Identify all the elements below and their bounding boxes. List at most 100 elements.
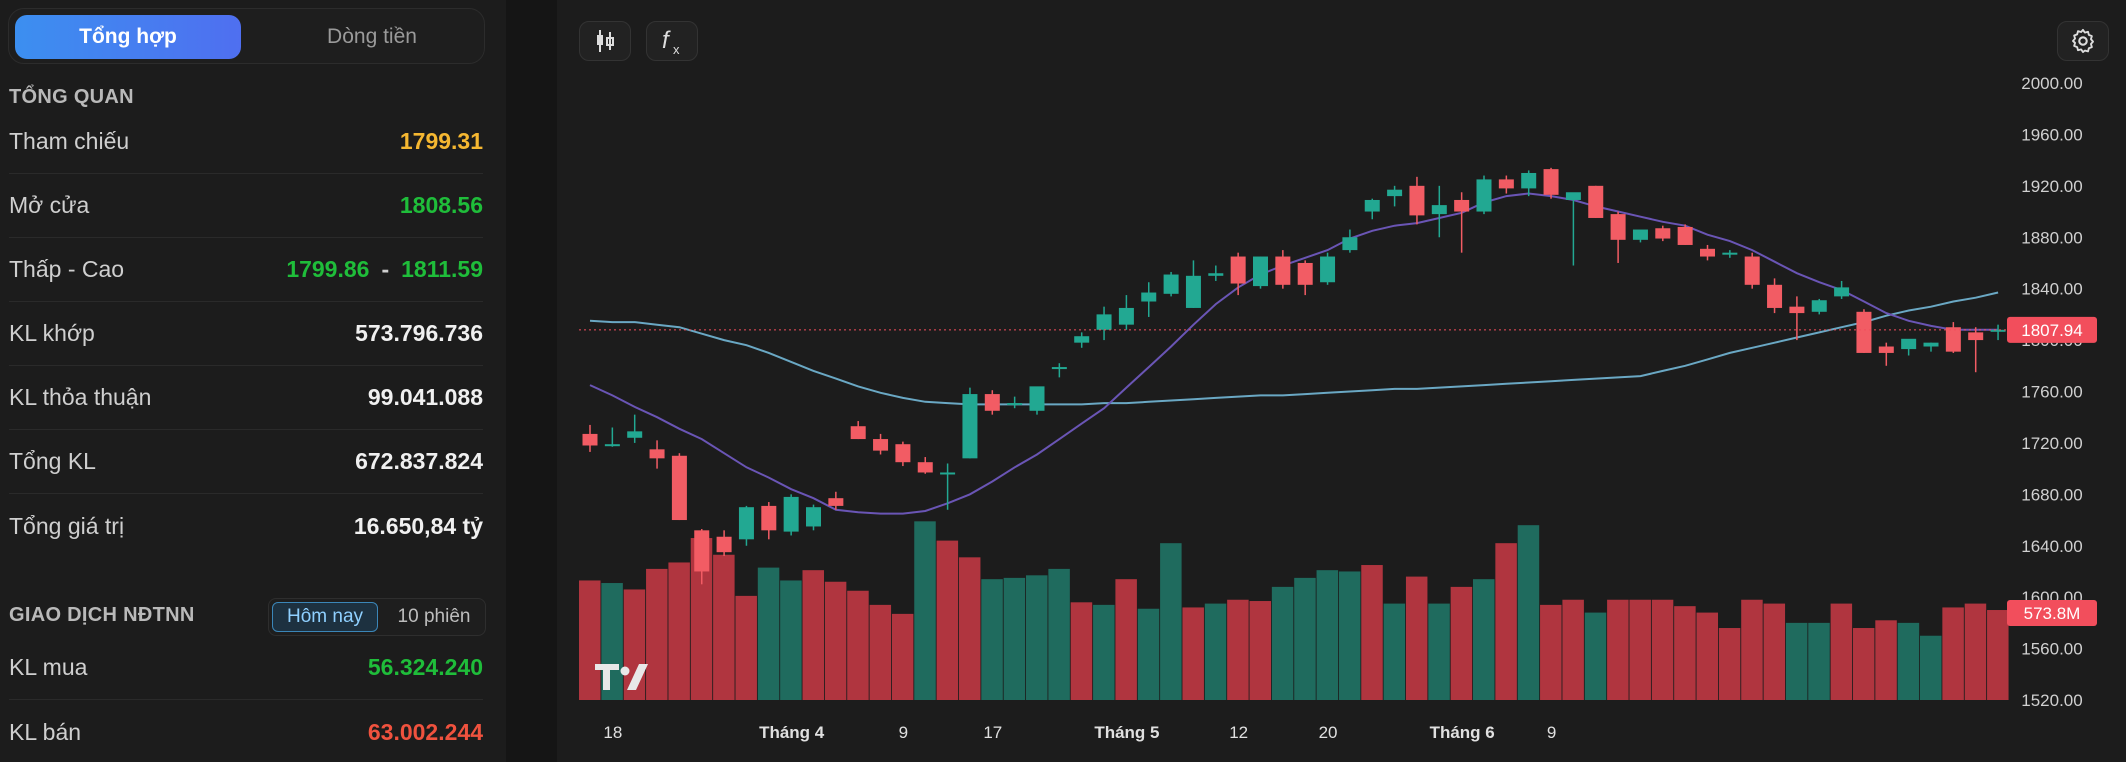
volume-bar [780, 580, 802, 700]
candle-body [1253, 256, 1268, 287]
candle [1588, 185, 1604, 218]
volume-bar [1338, 571, 1361, 700]
candle-body [850, 426, 866, 440]
candle-body [1789, 306, 1805, 314]
volume-bar [668, 562, 690, 700]
candle [627, 414, 643, 443]
total-volume-label: Tổng KL [9, 448, 96, 474]
chart-type-button[interactable] [579, 21, 631, 61]
candle [1364, 198, 1380, 220]
svg-text:x: x [673, 42, 680, 56]
volume-bar [981, 579, 1003, 700]
total-value-label: Tổng giá trị [9, 512, 125, 539]
volume-bar [1204, 603, 1227, 700]
candle [1051, 363, 1067, 378]
high-value: 1811.59 [401, 256, 483, 282]
candle-body [1208, 273, 1224, 276]
volume-bar [1495, 543, 1517, 700]
volume-bar [1182, 607, 1204, 700]
volume-bar [646, 568, 668, 700]
candle [1275, 250, 1291, 289]
candle-body [1923, 342, 1939, 347]
volume-bar [1629, 599, 1651, 700]
volume-bar [914, 521, 936, 700]
candle-body [1744, 256, 1760, 285]
candle [1141, 282, 1157, 317]
candle [1945, 322, 1961, 353]
candle [917, 457, 933, 474]
view-tabs: Tổng hợp Dòng tiền [8, 8, 485, 64]
x-tick-label: 9 [1547, 723, 1556, 742]
candle [1543, 167, 1559, 199]
period-today[interactable]: Hôm nay [272, 602, 378, 632]
matched-volume-value: 573.796.736 [355, 320, 483, 346]
y-tick-label: 1560.00 [2021, 640, 2082, 659]
gear-icon [2072, 28, 2094, 54]
candle-body [1543, 169, 1559, 195]
volume-bar [1383, 603, 1406, 700]
volume-bar [713, 554, 735, 700]
candle [1498, 175, 1514, 194]
chart-panel[interactable]: f x 2000.00 1960.00 1920.00 1880.00 1840.00 1… [557, 0, 2126, 762]
open-value: 1808.56 [399, 192, 483, 218]
candle [738, 505, 754, 546]
period-10-sessions[interactable]: 10 phiên [397, 606, 471, 627]
volume-bar [802, 570, 824, 700]
volume-bar [1137, 608, 1160, 700]
tab-summary[interactable]: Tổng hợp [15, 15, 241, 59]
candle [1074, 332, 1090, 348]
candle-body [1521, 172, 1537, 189]
candle-body [962, 394, 978, 459]
tab-cashflow[interactable]: Dòng tiền [327, 25, 417, 48]
candle [1320, 252, 1336, 285]
candle [1297, 260, 1313, 296]
candle [984, 390, 1000, 415]
candle-body [1498, 179, 1514, 189]
candle [1230, 252, 1246, 296]
negotiated-volume-value: 99.041.088 [367, 384, 483, 410]
volume-bar [1048, 568, 1070, 700]
y-tick-label: 1760.00 [2021, 383, 2082, 402]
y-tick-label: 1920.00 [2021, 177, 2082, 196]
candle-body [1655, 228, 1671, 239]
candle [671, 453, 687, 521]
candle-body [1185, 275, 1201, 308]
candle-body [1968, 332, 1984, 341]
candle-body [1029, 386, 1045, 411]
volume-bar [1741, 599, 1763, 700]
candle-body [1945, 327, 1961, 352]
candle [1811, 298, 1827, 315]
indicators-button[interactable]: f x [646, 21, 698, 61]
candle [1990, 324, 2006, 341]
candle-body [1275, 256, 1291, 285]
negotiated-volume-label: KL thỏa thuận [9, 384, 152, 410]
candle-body [604, 444, 620, 447]
volume-bar [735, 595, 757, 700]
last-price-text: 1807.94 [2021, 321, 2082, 340]
y-tick-label: 1640.00 [2021, 537, 2082, 556]
candle [1476, 175, 1492, 215]
volume-bar [1026, 575, 1048, 700]
candle [873, 433, 889, 455]
candle [1163, 271, 1179, 297]
candle [1722, 250, 1738, 258]
candle-body [895, 444, 911, 463]
candle [1454, 192, 1470, 253]
ma-short-line [589, 192, 1999, 515]
volume-bar [1003, 577, 1026, 700]
candle-body [1163, 274, 1179, 294]
price-chart[interactable]: 2000.001960.001920.001880.001840.001800.… [557, 0, 2126, 762]
candle [1700, 244, 1715, 261]
x-tick-label: Tháng 4 [759, 723, 825, 742]
info-panel: Tổng hợp Dòng tiền TỔNG QUAN Tham chiếu … [0, 0, 506, 762]
chart-settings-button[interactable] [2057, 21, 2109, 61]
candle [1118, 295, 1134, 330]
candle [1409, 176, 1425, 225]
candle-body [1476, 179, 1492, 212]
candle-body [716, 536, 732, 553]
candle-body [1297, 262, 1313, 285]
candle [582, 424, 598, 452]
x-tick-label: 18 [603, 723, 622, 742]
candle-body [1096, 314, 1112, 330]
candle-body [1767, 284, 1783, 308]
